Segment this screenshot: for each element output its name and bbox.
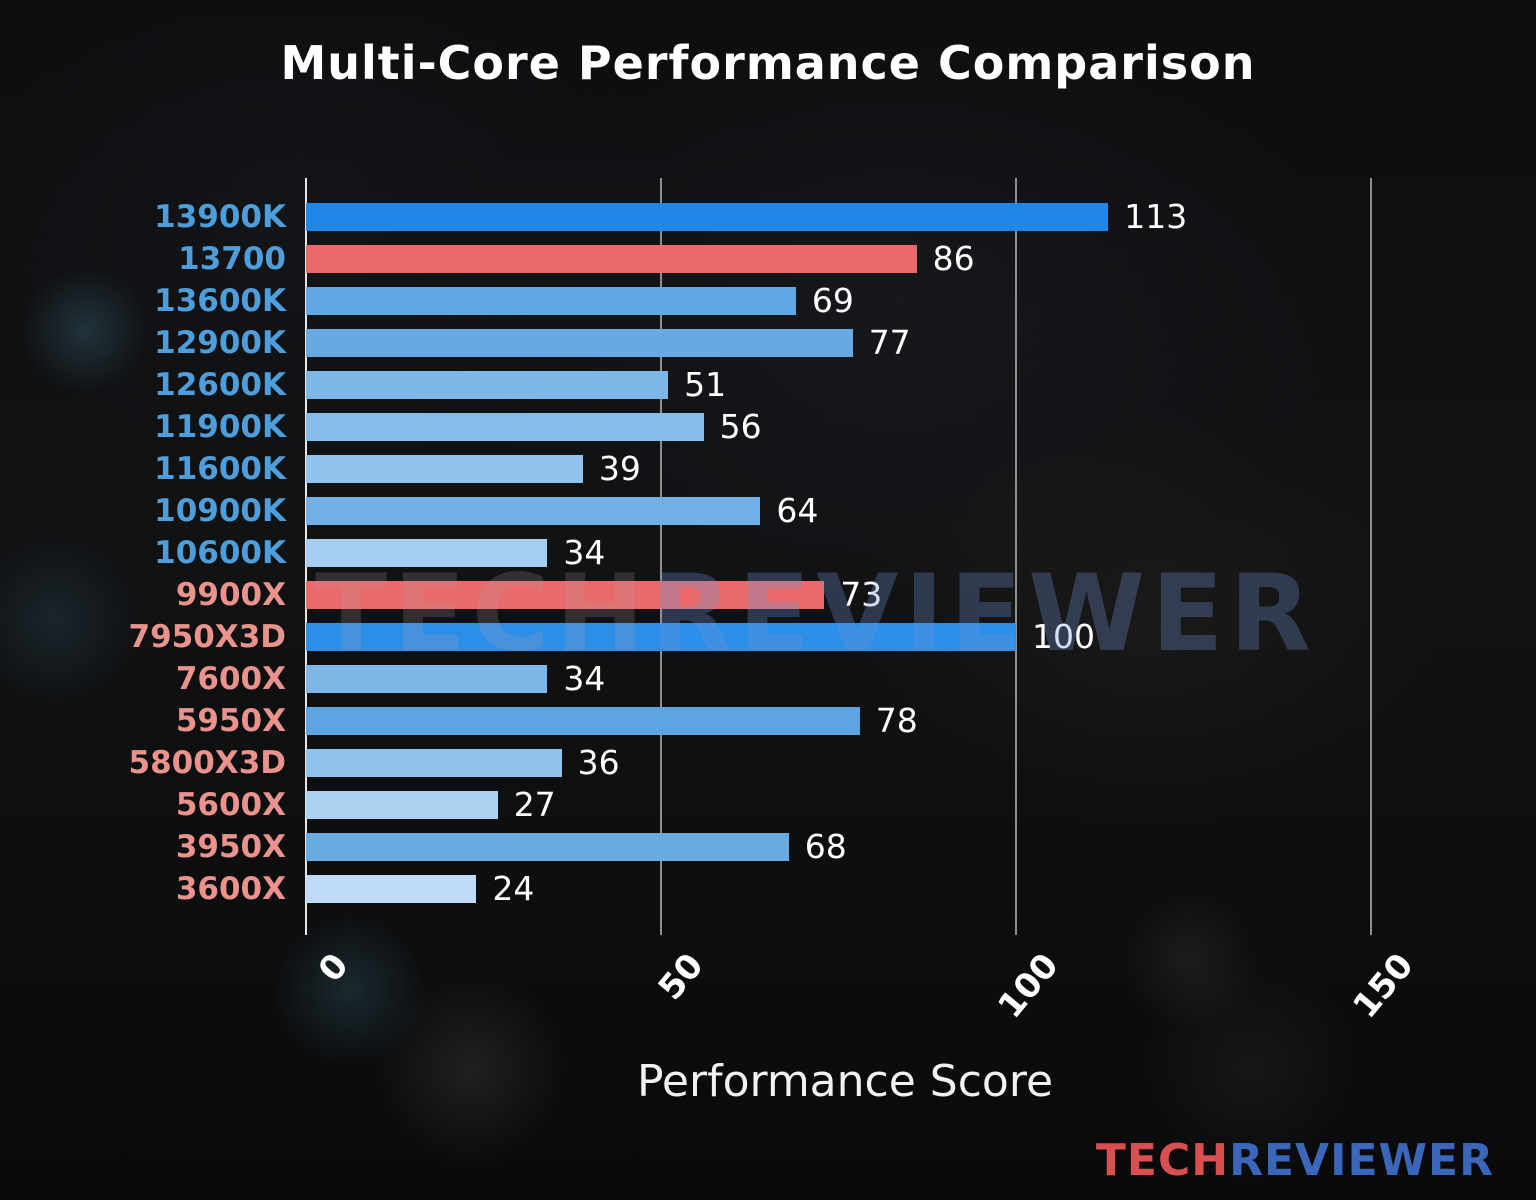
category-label: 12900K bbox=[154, 325, 286, 361]
bar bbox=[306, 329, 853, 357]
bar bbox=[306, 623, 1016, 651]
value-label: 78 bbox=[875, 701, 918, 740]
bar bbox=[306, 287, 796, 315]
bar bbox=[306, 665, 548, 693]
value-label: 39 bbox=[598, 449, 641, 488]
value-label: 56 bbox=[719, 407, 762, 446]
bar bbox=[306, 455, 583, 483]
x-axis-label: Performance Score bbox=[636, 1056, 1054, 1107]
value-label: 51 bbox=[684, 365, 727, 404]
bar bbox=[306, 413, 704, 441]
value-label: 86 bbox=[932, 239, 975, 278]
gridline bbox=[1015, 178, 1017, 935]
gridline bbox=[660, 178, 662, 935]
value-label: 64 bbox=[776, 491, 819, 530]
value-label: 77 bbox=[868, 323, 911, 362]
chart-row: 12900K 77 bbox=[0, 322, 1536, 364]
value-label: 113 bbox=[1124, 197, 1188, 236]
value-label: 73 bbox=[840, 575, 883, 614]
bar bbox=[306, 581, 825, 609]
bar bbox=[306, 539, 548, 567]
category-label: 13700 bbox=[178, 241, 286, 277]
bar bbox=[306, 791, 498, 819]
techreviewer-logo: TECHREVIEWER bbox=[1096, 1135, 1494, 1186]
category-label: 12600K bbox=[154, 367, 286, 403]
category-label: 7600X bbox=[175, 661, 286, 697]
value-label: 68 bbox=[804, 827, 847, 866]
category-label: 7950X3D bbox=[128, 619, 286, 655]
category-label: 3600X bbox=[175, 871, 286, 907]
category-label: 13900K bbox=[154, 199, 286, 235]
chart-row: 5800X3D 36 bbox=[0, 742, 1536, 784]
chart-row: 13900K 113 bbox=[0, 196, 1536, 238]
value-label: 34 bbox=[563, 533, 606, 572]
value-label: 27 bbox=[513, 785, 556, 824]
category-label: 5600X bbox=[175, 787, 286, 823]
logo-tech: TECH bbox=[1095, 1135, 1230, 1186]
value-label: 100 bbox=[1032, 617, 1095, 656]
category-label: 11600K bbox=[154, 451, 286, 487]
chart-row: 13700 86 bbox=[0, 238, 1536, 280]
value-label: 69 bbox=[811, 281, 854, 320]
gridline bbox=[1370, 178, 1372, 935]
category-label: 11900K bbox=[154, 409, 286, 445]
chart-row: 7950X3D 100 bbox=[0, 616, 1536, 658]
category-label: 5950X bbox=[175, 703, 286, 739]
chart-row: 13600K 69 bbox=[0, 280, 1536, 322]
bar bbox=[306, 875, 477, 903]
category-label: 13600K bbox=[154, 283, 286, 319]
category-label: 5800X3D bbox=[128, 745, 286, 781]
bar bbox=[306, 749, 562, 777]
chart-row: 5600X 27 bbox=[0, 784, 1536, 826]
bar bbox=[306, 203, 1109, 231]
bar bbox=[306, 833, 789, 861]
bar bbox=[306, 245, 917, 273]
chart-row: 3600X 24 bbox=[0, 868, 1536, 910]
chart-row: 9900X 73 bbox=[0, 574, 1536, 616]
bar bbox=[306, 497, 761, 525]
chart-row: 5950X 78 bbox=[0, 700, 1536, 742]
value-label: 24 bbox=[492, 869, 535, 908]
chart-row: 7600X 34 bbox=[0, 658, 1536, 700]
logo-reviewer: REVIEWER bbox=[1229, 1135, 1494, 1186]
bar bbox=[306, 371, 669, 399]
category-label: 3950X bbox=[175, 829, 286, 865]
chart-row: 3950X 68 bbox=[0, 826, 1536, 868]
chart-title: Multi-Core Performance Comparison bbox=[280, 36, 1256, 90]
category-label: 10600K bbox=[154, 535, 286, 571]
chart-row: 10600K 34 bbox=[0, 532, 1536, 574]
chart-row: 11900K 56 bbox=[0, 406, 1536, 448]
category-label: 9900X bbox=[175, 577, 286, 613]
chart-row: 12600K 51 bbox=[0, 364, 1536, 406]
bar bbox=[306, 707, 860, 735]
category-label: 10900K bbox=[154, 493, 286, 529]
value-label: 34 bbox=[563, 659, 606, 698]
chart-row: 10900K 64 bbox=[0, 490, 1536, 532]
value-label: 36 bbox=[577, 743, 620, 782]
chart-row: 11600K 39 bbox=[0, 448, 1536, 490]
